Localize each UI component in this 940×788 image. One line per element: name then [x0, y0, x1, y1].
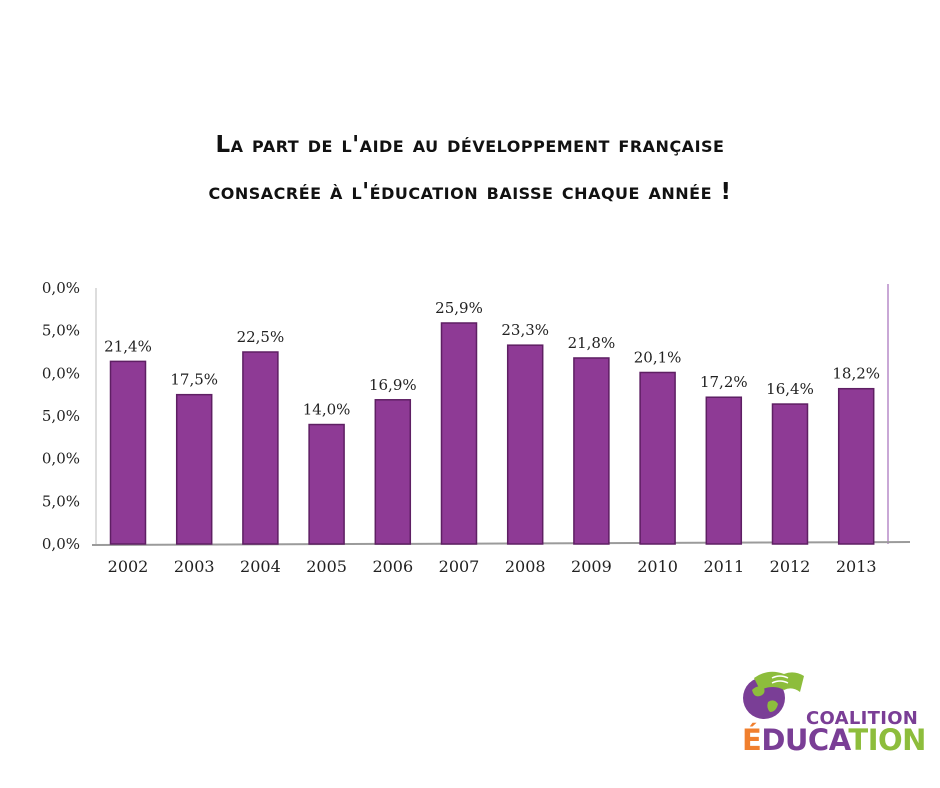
x-tick-label: 2003: [174, 557, 215, 576]
bar: [573, 357, 610, 545]
bar: [175, 393, 213, 545]
x-tick-label: 2013: [836, 557, 877, 576]
bar: [308, 423, 345, 545]
data-label: 21,4%: [104, 337, 152, 355]
data-label: 14,0%: [303, 401, 351, 419]
chart-title-line-1: La part de l'aide au développement franç…: [215, 132, 725, 158]
bar-chart: 0,0% 5,0% 0,0% 5,0% 0,0% 5,0% 0,0% 21,4% 2002 17,…: [42, 279, 911, 576]
x-tick-label: 2012: [770, 557, 811, 576]
y-tick-label: 5,0%: [42, 492, 80, 510]
bar: [506, 344, 544, 545]
bar: [705, 396, 743, 545]
data-label: 16,9%: [369, 376, 417, 394]
bar: [639, 371, 676, 545]
y-tick-label: 5,0%: [42, 322, 80, 340]
x-tick-label: 2006: [372, 557, 413, 576]
x-tick-label: 2010: [637, 557, 678, 576]
chart-title: La part de l'aide au développement franç…: [60, 122, 880, 216]
logo-text-coalition: COALITION: [806, 708, 919, 729]
data-label: 16,4%: [766, 380, 814, 398]
x-tick-label: 2005: [306, 557, 347, 576]
x-tick-label: 2007: [439, 557, 480, 576]
data-label: 22,5%: [237, 328, 285, 346]
bar: [242, 351, 279, 545]
y-tick-label: 0,0%: [42, 364, 80, 382]
x-tick-label: 2008: [505, 557, 546, 576]
y-tick-label: 0,0%: [42, 279, 80, 297]
bar: [837, 387, 875, 545]
data-label: 17,2%: [700, 373, 748, 391]
x-tick-label: 2002: [108, 557, 149, 576]
y-tick-label: 5,0%: [42, 407, 80, 425]
data-label: 23,3%: [501, 321, 549, 339]
bar: [109, 360, 147, 545]
data-label: 20,1%: [634, 348, 682, 366]
logo-text-education: ÉDUCATION: [742, 723, 926, 757]
x-tick-label: 2011: [703, 557, 744, 576]
data-label: 25,9%: [435, 299, 483, 317]
y-tick-label: 0,0%: [42, 450, 80, 468]
globe-book-icon: [743, 671, 804, 719]
bar: [374, 399, 412, 545]
data-label: 17,5%: [170, 371, 218, 389]
bar: [771, 403, 809, 545]
bar: [440, 322, 478, 545]
data-label: 21,8%: [568, 334, 616, 352]
coalition-education-logo: COALITION ÉDUCATION: [738, 668, 926, 768]
x-tick-label: 2009: [571, 557, 612, 576]
chart-title-line-2: consacrée à l'éducation baisse chaque an…: [208, 179, 732, 205]
data-label: 18,2%: [832, 365, 880, 383]
x-tick-label: 2004: [240, 557, 281, 576]
y-tick-label: 0,0%: [42, 535, 80, 553]
